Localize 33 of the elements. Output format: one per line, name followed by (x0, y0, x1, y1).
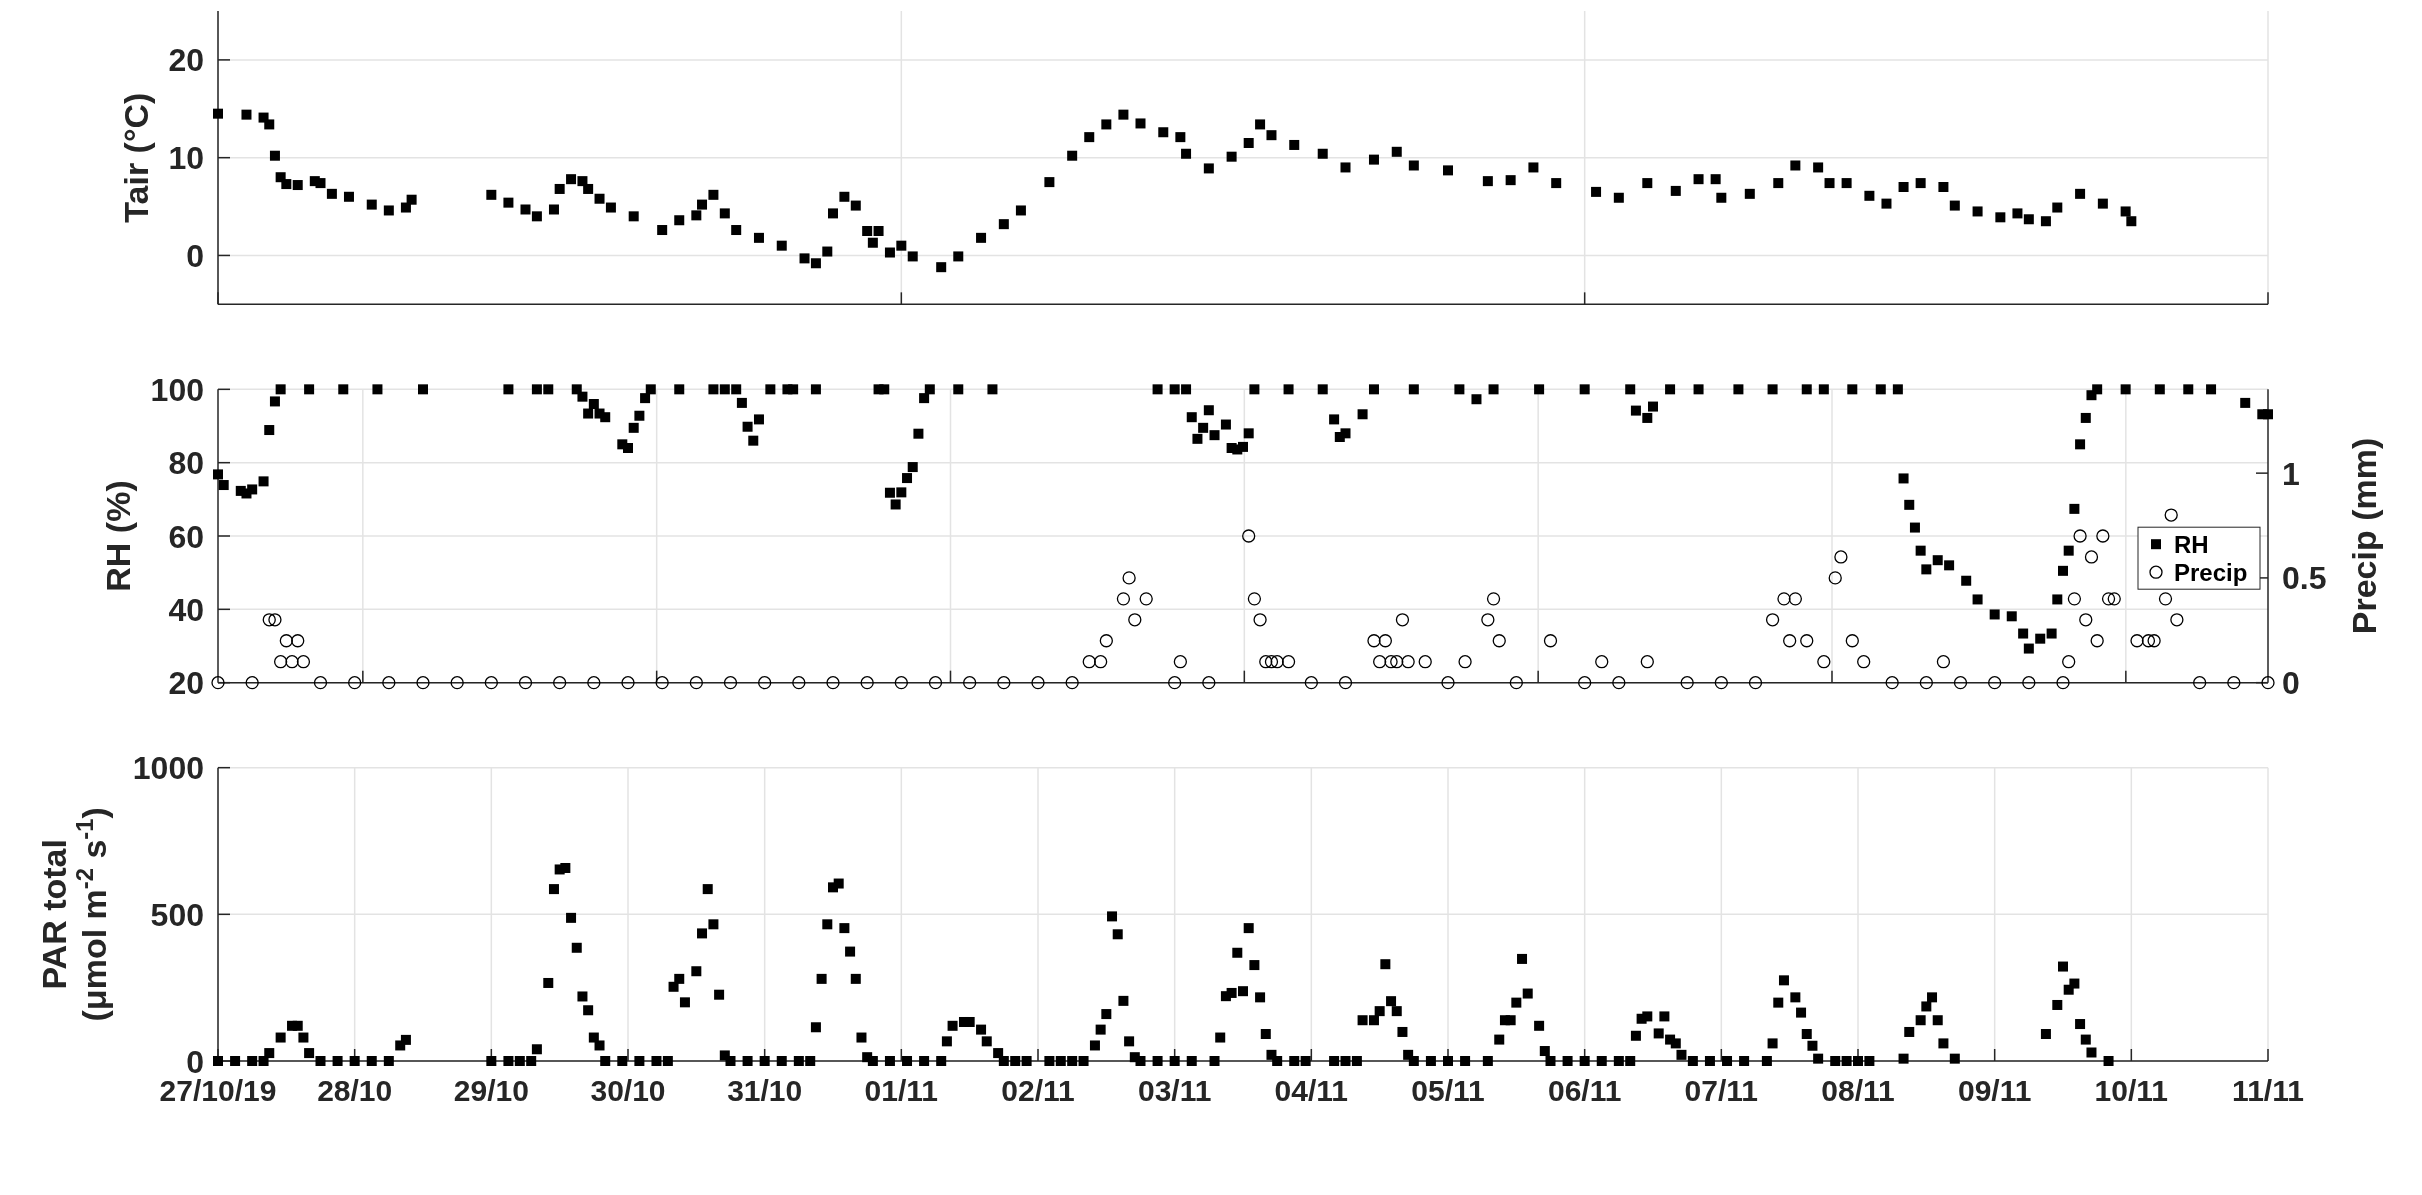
x-tick-label: 29/10 (453, 1074, 529, 1107)
y-tick-label: 500 (150, 896, 204, 933)
legend-label: Precip (2174, 558, 2248, 586)
y2-tick-label: 1 (2282, 455, 2300, 492)
x-tick-label: 30/10 (590, 1074, 666, 1107)
x-tick-label: 07/11 (1684, 1074, 1759, 1107)
x-tick-label: 02/11 (1001, 1074, 1075, 1107)
x-tick-label: 10/11 (2094, 1074, 2169, 1107)
y-axis-title: RH (%) (99, 480, 137, 592)
y2-tick-label: 0.5 (2282, 560, 2327, 597)
y-tick-label: 80 (168, 445, 204, 482)
x-tick-label: 01/11 (864, 1074, 939, 1107)
x-tick-label: 09/11 (1957, 1074, 2032, 1107)
x-tick-label: 08/11 (1821, 1074, 1895, 1107)
y-tick-label: 20 (168, 665, 204, 702)
y-tick-label: 20 (168, 42, 204, 79)
y2-tick-label: 0 (2282, 665, 2300, 702)
x-tick-label: 06/11 (1547, 1074, 1622, 1107)
y-tick-label: 40 (168, 591, 204, 628)
y2-axis-title: Precip (mm) (2345, 437, 2383, 635)
y-tick-label: 10 (168, 140, 204, 177)
y-tick-label: 100 (150, 371, 204, 408)
y-axis-title: Tair (°C) (117, 92, 155, 223)
x-tick-label: 28/10 (317, 1074, 393, 1107)
y-tick-label: 60 (168, 518, 204, 555)
legend-label: RH (2174, 530, 2209, 558)
x-tick-label: 04/11 (1274, 1074, 1349, 1107)
x-tick-label: 05/11 (1411, 1074, 1485, 1107)
y-tick-label: 1000 (132, 750, 204, 787)
x-tick-label: 11/11 (2232, 1074, 2304, 1107)
y-tick-label: 0 (186, 237, 204, 274)
x-tick-label: 31/10 (727, 1074, 803, 1107)
x-tick-label: 03/11 (1137, 1074, 1212, 1107)
